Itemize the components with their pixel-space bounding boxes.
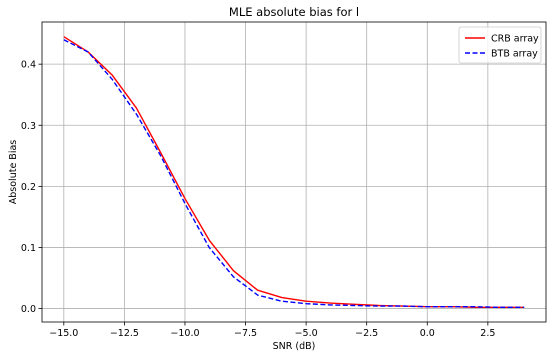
- series-line-crb-array: [63, 36, 525, 309]
- legend: CRB array BTB array: [458, 26, 542, 64]
- x-axis-ticks: −15.0 −12.5 −10.0 −7.5 −5.0 −2.5 0.0 2.5: [49, 322, 495, 339]
- x-axis-label: SNR (dB): [273, 341, 316, 352]
- legend-label-btb-array: BTB array: [491, 49, 538, 60]
- plot-frame: [41, 21, 547, 323]
- x-tick-label: −2.5: [355, 328, 378, 339]
- x-tick-label: −7.5: [234, 328, 257, 339]
- legend-box: [458, 26, 542, 64]
- x-tick-label: −5.0: [295, 328, 318, 339]
- x-tick-label: −12.5: [110, 328, 139, 339]
- legend-label-crb-array: CRB array: [491, 34, 539, 45]
- x-tick-label: 0.0: [420, 328, 435, 339]
- y-tick-label: 0.3: [21, 121, 36, 132]
- grid-lines: [42, 22, 546, 322]
- x-tick-label: −10.0: [170, 328, 199, 339]
- x-tick-label: −15.0: [49, 328, 78, 339]
- y-tick-label: 0.0: [21, 304, 36, 315]
- y-tick-label: 0.1: [21, 243, 36, 254]
- y-tick-label: 0.4: [21, 60, 36, 71]
- series-line-btb-array: [63, 39, 525, 309]
- series-layer: [63, 36, 525, 309]
- y-tick-label: 0.2: [21, 182, 36, 193]
- x-tick-label: 2.5: [480, 328, 495, 339]
- chart-title: MLE absolute bias for l: [229, 5, 359, 19]
- y-axis-label: Absolute Bias: [8, 140, 19, 205]
- y-axis-ticks: 0.0 0.1 0.2 0.3 0.4: [21, 60, 42, 315]
